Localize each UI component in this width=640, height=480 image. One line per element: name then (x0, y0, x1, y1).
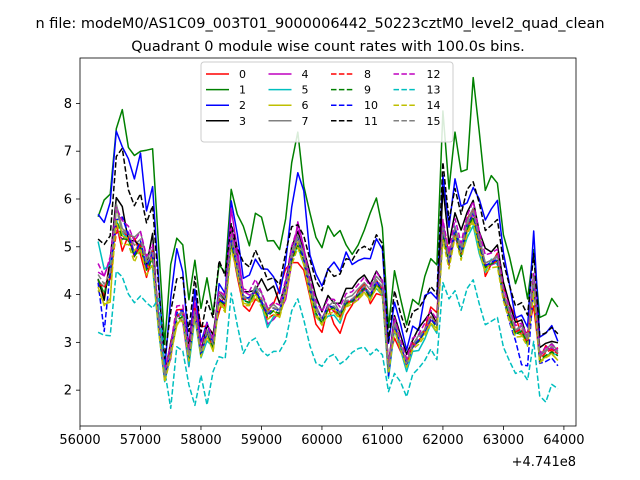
figure-suptitle: n file: modeM0/AS1C09_003T01_9000006442_… (35, 16, 604, 32)
x-tick-label-57000: 57000 (120, 433, 161, 448)
x-offset-label: +4.741e8 (512, 455, 576, 470)
series-line-8 (97, 208, 559, 378)
legend-label-11: 11 (364, 115, 378, 128)
x-tick-label-63000: 63000 (483, 433, 524, 448)
legend-label-8: 8 (364, 68, 371, 81)
x-tick-label-58000: 58000 (180, 433, 221, 448)
axes-frame (79, 57, 577, 427)
y-tick-label-7: 7 (64, 145, 72, 160)
x-tick-label-64000: 64000 (543, 433, 584, 448)
x-tick-label-60000: 60000 (301, 433, 342, 448)
legend-label-2: 2 (239, 99, 246, 112)
y-tick-label-5: 5 (64, 240, 72, 255)
series-line-7 (97, 203, 559, 380)
legend-label-13: 13 (427, 84, 441, 97)
series-line-12 (97, 200, 559, 371)
series-line-6 (97, 203, 559, 380)
y-tick-label-4: 4 (64, 288, 72, 303)
series-line-14 (97, 219, 559, 383)
chart-title: Quadrant 0 module wise count rates with … (131, 39, 525, 55)
series-line-1 (97, 76, 559, 346)
legend-box (200, 61, 454, 143)
legend-label-10: 10 (364, 99, 378, 112)
legend-label-14: 14 (427, 99, 441, 112)
series-line-13 (97, 270, 559, 410)
legend-label-4: 4 (302, 68, 309, 81)
plot-area: 56000 57000 58000 59000 60000 61000 62000 63000… (59, 57, 585, 448)
legend-label-6: 6 (302, 99, 309, 112)
x-tick-label-61000: 61000 (362, 433, 403, 448)
legend-label-3: 3 (239, 115, 246, 128)
y-tick-label-6: 6 (64, 192, 72, 207)
legend-label-0: 0 (239, 68, 246, 81)
legend-label-9: 9 (364, 84, 371, 97)
legend-label-1: 1 (239, 84, 246, 97)
x-tick-label-59000: 59000 (241, 433, 282, 448)
y-tick-label-8: 8 (64, 97, 72, 112)
y-tick-label-3: 3 (64, 336, 72, 351)
legend-label-5: 5 (302, 84, 309, 97)
legend-label-12: 12 (427, 68, 441, 81)
series-line-15 (97, 208, 559, 378)
legend-label-15: 15 (427, 115, 441, 128)
x-tick-label-56000: 56000 (59, 433, 100, 448)
x-tick-label-62000: 62000 (422, 433, 463, 448)
y-tick-label-2: 2 (64, 384, 72, 399)
legend-label-7: 7 (302, 115, 309, 128)
series-line-11 (97, 147, 559, 360)
